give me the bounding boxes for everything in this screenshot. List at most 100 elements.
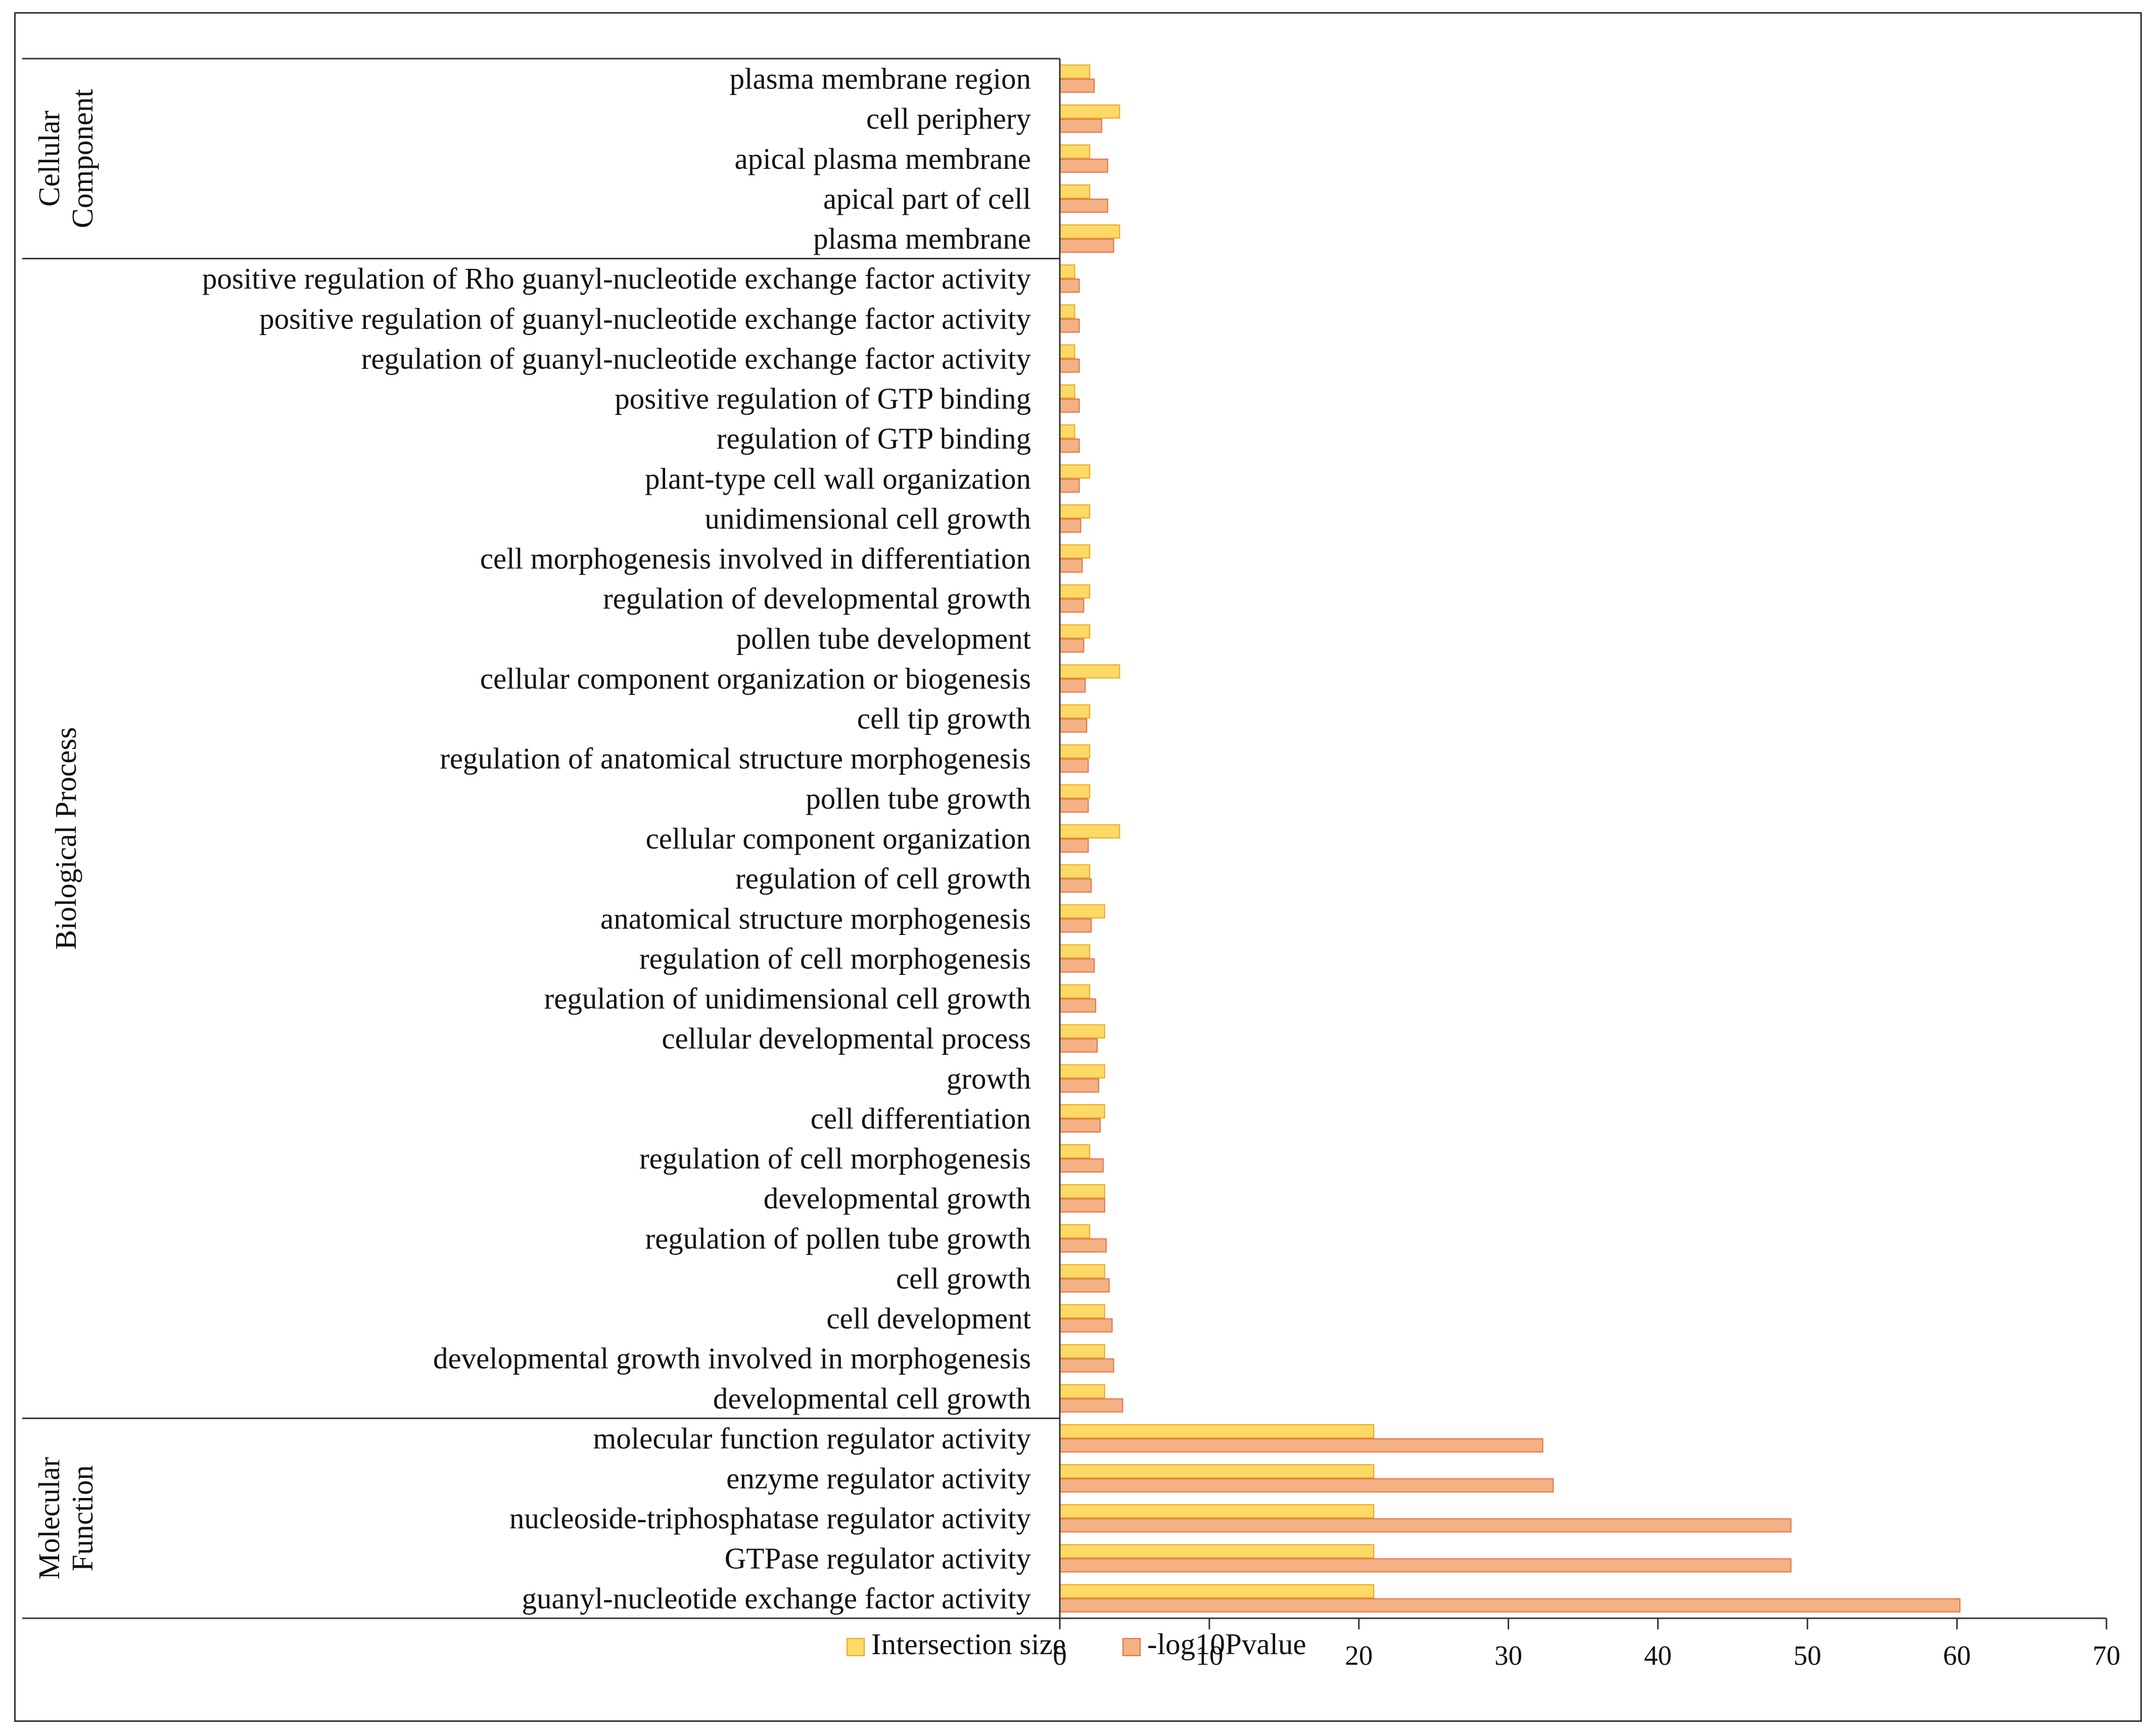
bar-neg-log10-pvalue	[1059, 1158, 1104, 1173]
bar-intersection-size	[1059, 144, 1091, 159]
axes: 0 10 20 30 40 50 60 70	[22, 59, 2121, 1671]
category-label: molecular function regulator activity	[593, 1422, 1031, 1455]
legend-label-intersection: Intersection size	[871, 1627, 1066, 1661]
bar-neg-log10-pvalue	[1059, 798, 1089, 813]
bar-neg-log10-pvalue	[1059, 118, 1102, 133]
bar-neg-log10-pvalue	[1059, 318, 1080, 333]
category-label: cell differentiation	[811, 1102, 1031, 1135]
category-label: nucleoside-triphosphatase regulator acti…	[509, 1502, 1032, 1535]
x-tick-label: 40	[1644, 1640, 1672, 1671]
bar-neg-log10-pvalue	[1059, 438, 1080, 453]
category-label: growth	[947, 1062, 1031, 1095]
x-tick-label: 20	[1345, 1640, 1373, 1671]
bar-neg-log10-pvalue	[1059, 198, 1108, 213]
bar-intersection-size	[1059, 864, 1091, 879]
bar-neg-log10-pvalue	[1059, 918, 1092, 933]
bar-intersection-size	[1059, 624, 1091, 639]
bar-intersection-size	[1059, 824, 1120, 838]
group-label-molecular-function: MolecularFunction	[32, 1457, 99, 1580]
category-label: apical part of cell	[823, 182, 1031, 215]
bar-intersection-size	[1059, 1384, 1105, 1398]
bar-intersection-size	[1059, 1264, 1105, 1279]
category-label: enzyme regulator activity	[726, 1462, 1031, 1495]
category-label: positive regulation of GTP binding	[615, 382, 1031, 415]
bar-neg-log10-pvalue	[1059, 1238, 1107, 1253]
bar-intersection-size	[1059, 424, 1075, 439]
category-label: plasma membrane	[813, 222, 1031, 255]
bar-neg-log10-pvalue	[1059, 678, 1086, 693]
bar-intersection-size	[1059, 344, 1075, 359]
category-label: anatomical structure morphogenesis	[600, 902, 1031, 935]
bar-intersection-size	[1059, 1304, 1105, 1319]
bar-neg-log10-pvalue	[1059, 558, 1083, 573]
bar-neg-log10-pvalue	[1059, 278, 1080, 293]
bar-intersection-size	[1059, 64, 1091, 79]
bar-neg-log10-pvalue	[1059, 478, 1080, 493]
category-label: regulation of developmental growth	[603, 582, 1031, 615]
bar-neg-log10-pvalue	[1059, 718, 1088, 733]
category-label: apical plasma membrane	[735, 142, 1031, 175]
bar-intersection-size	[1059, 1544, 1375, 1559]
x-tick-label: 50	[1794, 1640, 1821, 1671]
category-label: cellular component organization or bioge…	[480, 662, 1031, 695]
category-label: plant-type cell wall organization	[645, 462, 1031, 495]
bar-intersection-size	[1059, 704, 1091, 719]
bar-neg-log10-pvalue	[1059, 1518, 1792, 1533]
bar-neg-log10-pvalue	[1059, 1078, 1099, 1093]
bar-neg-log10-pvalue	[1059, 1278, 1110, 1293]
bar-neg-log10-pvalue	[1059, 638, 1085, 653]
category-label: cell morphogenesis involved in different…	[480, 542, 1031, 575]
group-separators	[22, 58, 1060, 1419]
category-label: plasma membrane region	[730, 62, 1031, 96]
category-label: developmental growth involved in morphog…	[433, 1342, 1031, 1375]
bar-neg-log10-pvalue	[1059, 158, 1108, 173]
bar-neg-log10-pvalue	[1059, 1558, 1792, 1573]
bar-neg-log10-pvalue	[1059, 1118, 1101, 1133]
bar-intersection-size	[1059, 984, 1091, 999]
group-labels: CellularComponent Biological Process Molec…	[32, 89, 99, 1580]
category-label: guanyl-nucleotide exchange factor activi…	[522, 1581, 1032, 1615]
bar-neg-log10-pvalue	[1059, 958, 1095, 973]
bar-neg-log10-pvalue	[1059, 598, 1085, 613]
category-label: regulation of cell morphogenesis	[639, 942, 1031, 975]
bar-intersection-size	[1059, 1224, 1091, 1239]
bar-intersection-size	[1059, 544, 1091, 559]
x-tick-label: 30	[1494, 1640, 1522, 1671]
bar-neg-log10-pvalue	[1059, 878, 1092, 893]
category-label: cell growth	[896, 1261, 1031, 1295]
category-label: pollen tube growth	[806, 782, 1031, 815]
bar-neg-log10-pvalue	[1059, 239, 1114, 253]
bar-intersection-size	[1059, 1064, 1105, 1079]
bar-neg-log10-pvalue	[1059, 1038, 1098, 1053]
x-tick-label: 70	[2093, 1640, 2121, 1671]
bars	[1059, 64, 1961, 1613]
bar-neg-log10-pvalue	[1059, 1358, 1114, 1373]
category-label: positive regulation of guanyl-nucleotide…	[259, 302, 1031, 335]
x-tick-label: 10	[1195, 1640, 1223, 1671]
category-label: regulation of pollen tube growth	[645, 1222, 1031, 1255]
bar-neg-log10-pvalue	[1059, 838, 1089, 853]
bar-intersection-size	[1059, 664, 1120, 679]
bar-neg-log10-pvalue	[1059, 1198, 1105, 1213]
category-label: regulation of cell growth	[735, 862, 1031, 895]
bar-neg-log10-pvalue	[1059, 758, 1089, 773]
group-label-biological-process: Biological Process	[49, 727, 82, 950]
category-label: unidimensional cell growth	[705, 502, 1031, 535]
category-label: positive regulation of Rho guanyl-nucleo…	[202, 262, 1031, 295]
bar-neg-log10-pvalue	[1059, 398, 1080, 413]
bar-intersection-size	[1059, 944, 1091, 959]
bar-intersection-size	[1059, 184, 1091, 199]
category-label: regulation of anatomical structure morph…	[440, 742, 1031, 775]
category-label: cellular developmental process	[662, 1022, 1031, 1055]
bar-intersection-size	[1059, 264, 1075, 279]
category-label: regulation of unidimensional cell growth	[544, 982, 1031, 1015]
bar-intersection-size	[1059, 1104, 1105, 1118]
category-label: cell periphery	[866, 102, 1031, 135]
legend-label-pvalue: -log10Pvalue	[1147, 1627, 1306, 1661]
category-label: GTPase regulator activity	[725, 1541, 1032, 1575]
bar-intersection-size	[1059, 304, 1075, 319]
bar-intersection-size	[1059, 1424, 1375, 1438]
bar-intersection-size	[1059, 784, 1091, 799]
bar-intersection-size	[1059, 1024, 1105, 1039]
bar-intersection-size	[1059, 1584, 1375, 1599]
